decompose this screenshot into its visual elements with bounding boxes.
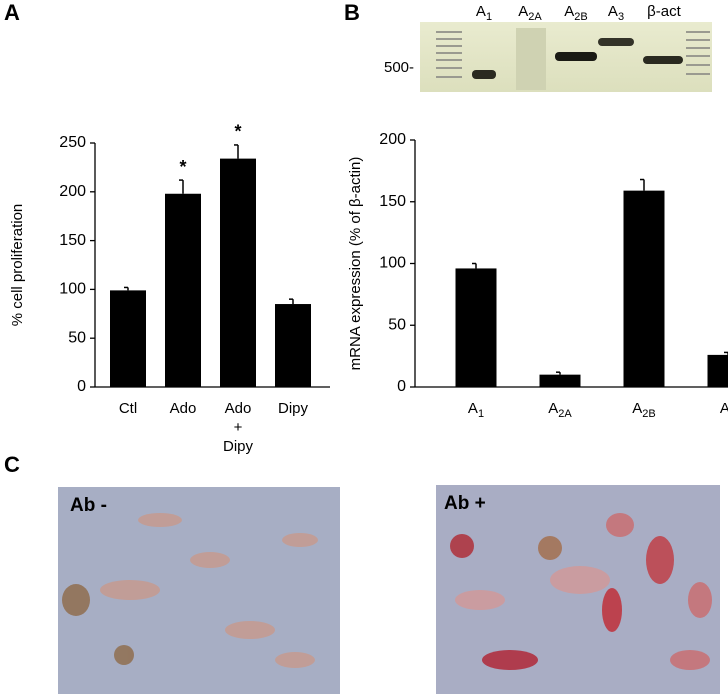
y-tick-label: 200 — [59, 183, 86, 200]
x-tick-label: A2B — [632, 400, 655, 420]
y-tick-label: 100 — [379, 255, 406, 272]
panel-letter: A — [4, 0, 20, 25]
bar — [110, 290, 146, 387]
y-axis-label: mRNA expression (% of β-actin) — [347, 157, 364, 371]
y-tick-label: 0 — [397, 378, 406, 395]
y-axis-label: % cell proliferation — [9, 204, 26, 327]
gel-band — [555, 52, 597, 61]
bar — [220, 158, 256, 387]
gel-lane-label: A2A — [518, 3, 542, 23]
image-label: Ab - — [70, 495, 107, 516]
significance: * — [179, 157, 186, 177]
y-tick-label: 250 — [59, 134, 86, 151]
y-tick-label: 150 — [59, 232, 86, 249]
gel-band — [643, 56, 683, 64]
panel-letter: C — [4, 452, 20, 477]
x-tick-label: A3 — [720, 400, 728, 420]
gel — [420, 22, 712, 92]
bar — [455, 268, 497, 387]
bar — [539, 374, 581, 387]
gel-lane-label: β-act — [647, 3, 681, 20]
bar — [623, 190, 665, 387]
gel-lane-label: A1 — [476, 3, 492, 23]
y-tick-label: 50 — [68, 329, 86, 346]
ladder — [436, 31, 710, 78]
micrograph — [58, 485, 720, 694]
y-tick-label: 50 — [388, 316, 406, 333]
x-tick-label: Ctl — [119, 400, 137, 417]
x-tick-label: A1 — [468, 400, 484, 420]
x-tick-label: Dipy — [278, 400, 309, 417]
gel-lane-label: A3 — [608, 3, 624, 23]
gel-lane-label: A2B — [564, 3, 587, 23]
panel-letter: B — [344, 0, 360, 25]
x-tick-label: Ado + Dipy — [223, 400, 254, 455]
gel-band — [598, 38, 634, 46]
gel-band — [472, 70, 496, 79]
bar — [275, 304, 311, 387]
bar — [707, 354, 728, 387]
x-tick-label: Ado — [170, 400, 197, 417]
x-tick-label: A2A — [548, 400, 572, 420]
y-tick-label: 200 — [379, 131, 406, 148]
image-label: Ab + — [444, 493, 486, 514]
bar — [165, 193, 201, 387]
y-tick-label: 150 — [379, 193, 406, 210]
y-tick-label: 0 — [77, 378, 86, 395]
y-tick-label: 100 — [59, 281, 86, 298]
gel-lane — [516, 28, 546, 90]
gel-marker: 500- — [384, 59, 414, 76]
significance: * — [234, 122, 241, 142]
